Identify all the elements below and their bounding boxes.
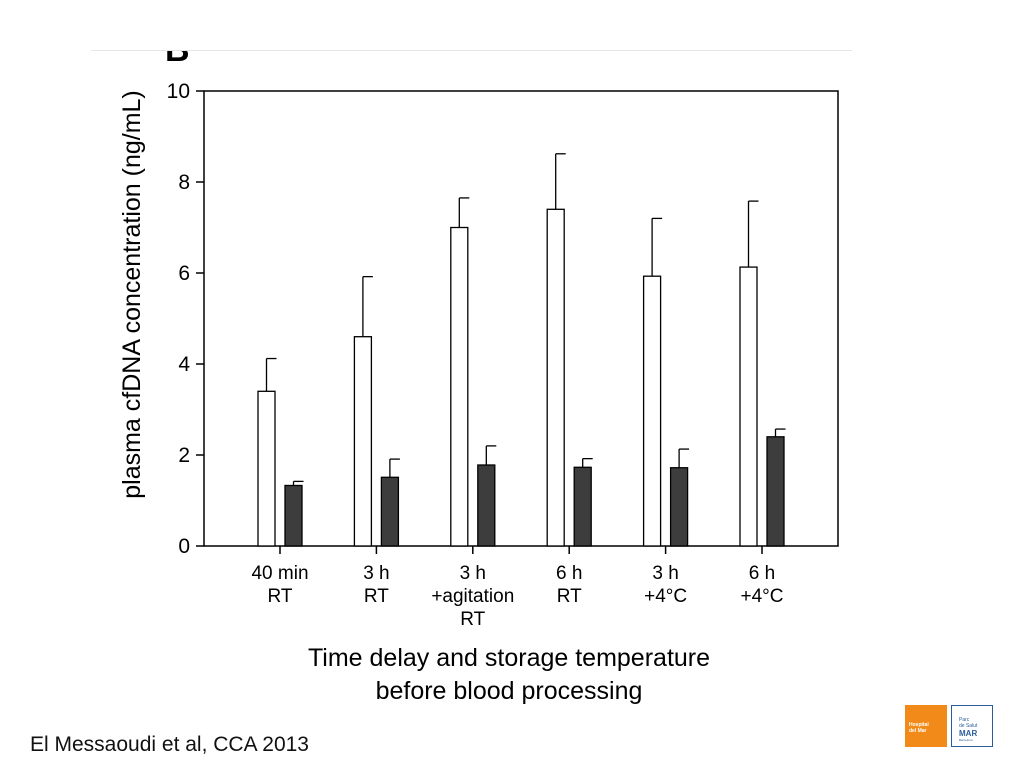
- y-tick-label: 2: [178, 444, 190, 467]
- y-tick-label: 6: [178, 262, 190, 285]
- bar-chart: B 0 2 4 6 8 10 plasma cfDNA concentration (ng/m…: [118, 51, 839, 705]
- x-tick-label: +4°C: [644, 586, 687, 607]
- x-axis-label: Time delay and storage temperature: [308, 644, 710, 672]
- x-tick-label: +agitation: [431, 586, 514, 607]
- x-tick-label: 40 min: [251, 563, 308, 584]
- x-tick-label: 6 h: [556, 563, 582, 584]
- panel-letter: B: [165, 51, 190, 69]
- hospital-logo-line: Hospital: [909, 722, 929, 728]
- bar-filled: [766, 436, 785, 547]
- bar-filled: [669, 467, 689, 547]
- x-tick-label: RT: [460, 609, 485, 630]
- bar-filled: [284, 484, 303, 547]
- parc-logo-mark: MAR: [959, 729, 978, 738]
- bar-open: [257, 390, 276, 547]
- bar-open: [450, 226, 469, 547]
- y-tick-label: 10: [167, 80, 190, 103]
- bar-filled: [477, 464, 496, 547]
- bar-open: [739, 266, 758, 547]
- bar-open: [353, 336, 373, 547]
- x-axis-label: before blood processing: [376, 677, 643, 705]
- x-tick-label: 3 h: [460, 563, 486, 584]
- x-tick-label: 3 h: [363, 563, 389, 584]
- x-tick-label: 3 h: [652, 563, 678, 584]
- parc-logo-line: Parc: [959, 717, 970, 723]
- hospital-logo-line: del Mar: [909, 728, 927, 734]
- bar-filled: [573, 466, 592, 547]
- bar-filled: [380, 476, 400, 547]
- hospital-del-mar-logo: Hospital del Mar: [905, 705, 947, 747]
- citation-text: El Messaoudi et al, CCA 2013: [30, 733, 309, 756]
- y-axis-label: plasma cfDNA concentration (ng/mL): [118, 90, 146, 499]
- institution-logos: Hospital del Mar Parc de Salut MAR Barce…: [905, 705, 995, 747]
- y-tick-label: 4: [178, 353, 190, 376]
- parc-de-salut-mar-logo: Parc de Salut MAR Barcelona: [951, 705, 993, 747]
- bar-open: [642, 275, 662, 547]
- x-tick-label: +4°C: [741, 586, 784, 607]
- figure-panel: B 0 2 4 6 8 10 plasma cfDNA concentration (ng/m…: [91, 50, 852, 709]
- y-tick-label: 8: [178, 171, 190, 194]
- y-tick-label: 0: [178, 535, 190, 558]
- parc-logo-sub: Barcelona: [959, 738, 973, 742]
- x-tick-label: RT: [557, 586, 582, 607]
- parc-logo-line: de Salut: [959, 723, 978, 729]
- bar-open: [546, 208, 565, 547]
- x-tick-label: RT: [268, 586, 293, 607]
- x-tick-label: RT: [364, 586, 389, 607]
- x-tick-label: 6 h: [749, 563, 775, 584]
- plot-frame: [203, 90, 839, 547]
